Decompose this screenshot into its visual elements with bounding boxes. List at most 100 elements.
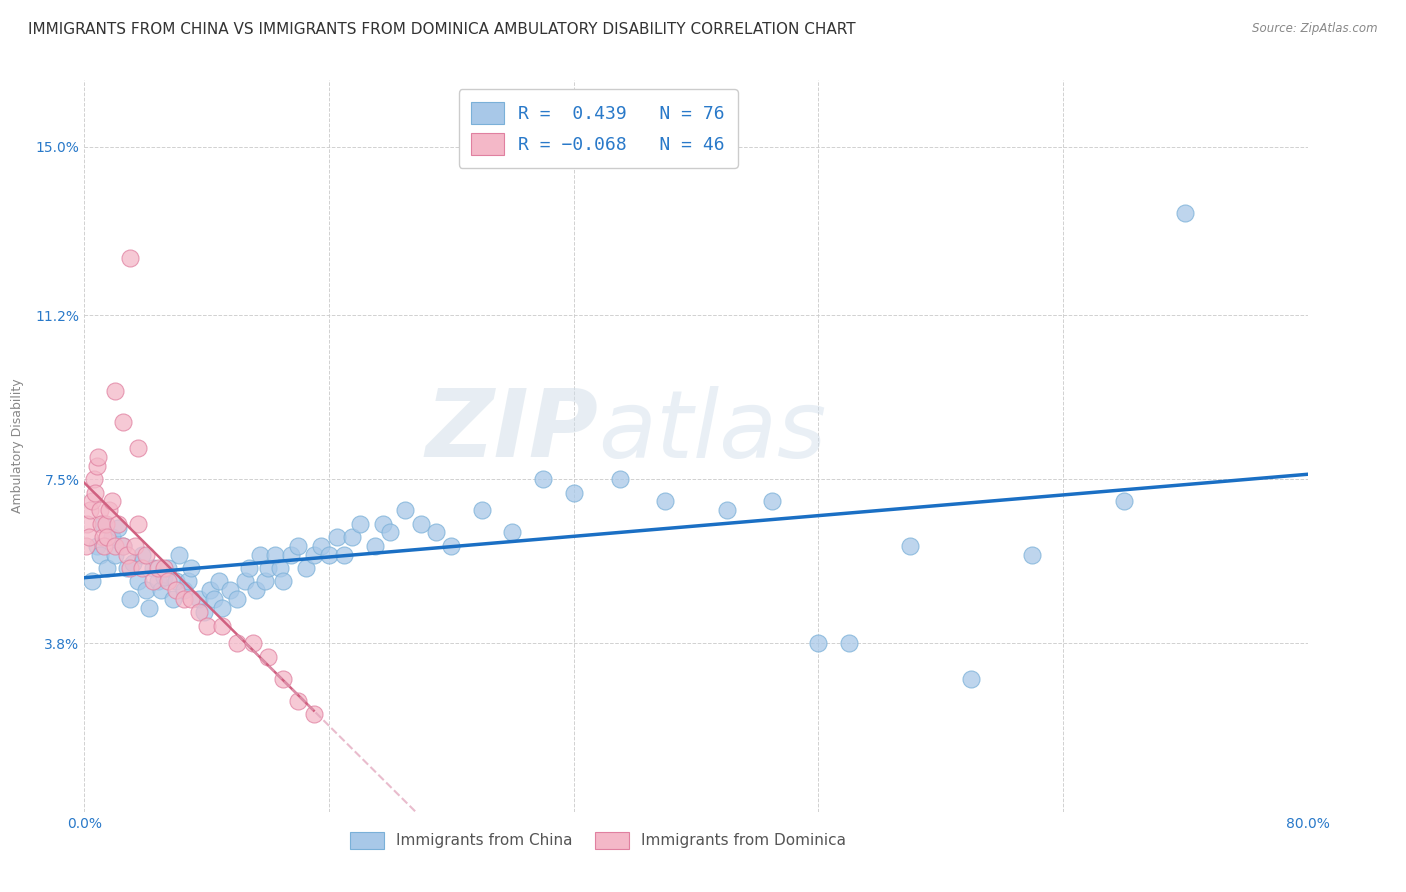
Point — [77, 530, 100, 544]
Point — [198, 583, 221, 598]
Point — [167, 548, 190, 562]
Point — [89, 503, 111, 517]
Y-axis label: Ambulatory Disability: Ambulatory Disability — [11, 379, 24, 513]
Text: ZIP: ZIP — [425, 385, 598, 477]
Point — [127, 516, 149, 531]
Point — [245, 583, 267, 598]
Point — [340, 530, 363, 544]
Point — [180, 591, 202, 606]
Point — [287, 539, 309, 553]
Point — [295, 561, 318, 575]
Point — [84, 485, 107, 500]
Point — [135, 583, 157, 598]
Point — [142, 561, 165, 575]
Point — [269, 561, 291, 575]
Point — [233, 574, 256, 589]
Point — [173, 583, 195, 598]
Point — [471, 503, 494, 517]
Point — [149, 583, 172, 598]
Point — [97, 503, 120, 517]
Point — [146, 561, 169, 575]
Point — [838, 636, 860, 650]
Point — [96, 561, 118, 575]
Point — [1021, 548, 1043, 562]
Point — [302, 548, 325, 562]
Point — [111, 415, 134, 429]
Point — [761, 494, 783, 508]
Point — [211, 618, 233, 632]
Point — [226, 591, 249, 606]
Point — [253, 574, 276, 589]
Point — [162, 591, 184, 606]
Text: atlas: atlas — [598, 386, 827, 477]
Point — [135, 548, 157, 562]
Point — [349, 516, 371, 531]
Point — [83, 472, 105, 486]
Point — [124, 539, 146, 553]
Point — [91, 530, 114, 544]
Point — [122, 557, 145, 571]
Point — [193, 605, 215, 619]
Point — [188, 591, 211, 606]
Point — [142, 574, 165, 589]
Point — [89, 548, 111, 562]
Point — [76, 516, 98, 531]
Point — [271, 574, 294, 589]
Point — [325, 530, 347, 544]
Point — [409, 516, 432, 531]
Point — [271, 672, 294, 686]
Point — [654, 494, 676, 508]
Point — [531, 472, 554, 486]
Point — [146, 574, 169, 589]
Point — [131, 561, 153, 575]
Point — [440, 539, 463, 553]
Legend: Immigrants from China, Immigrants from Dominica: Immigrants from China, Immigrants from D… — [344, 825, 852, 855]
Point — [242, 636, 264, 650]
Point — [238, 561, 260, 575]
Point — [107, 521, 129, 535]
Point — [502, 525, 524, 540]
Point — [86, 458, 108, 473]
Point — [101, 494, 124, 508]
Point — [208, 574, 231, 589]
Point — [287, 694, 309, 708]
Point — [173, 591, 195, 606]
Point — [188, 605, 211, 619]
Point — [311, 539, 333, 553]
Point — [127, 441, 149, 455]
Point — [111, 539, 134, 553]
Point — [104, 384, 127, 398]
Point — [157, 561, 180, 575]
Point — [96, 530, 118, 544]
Point — [90, 516, 112, 531]
Point — [75, 539, 97, 553]
Point — [101, 530, 124, 544]
Point — [394, 503, 416, 517]
Point — [153, 570, 176, 584]
Point — [302, 707, 325, 722]
Point — [264, 548, 287, 562]
Point — [364, 539, 387, 553]
Point — [180, 561, 202, 575]
Point — [380, 525, 402, 540]
Point — [157, 574, 180, 589]
Point — [87, 450, 110, 464]
Point — [609, 472, 631, 486]
Point — [257, 561, 280, 575]
Point — [107, 516, 129, 531]
Point — [562, 485, 585, 500]
Point — [371, 516, 394, 531]
Point — [86, 539, 108, 553]
Point — [79, 503, 101, 517]
Point — [80, 574, 103, 589]
Point — [120, 591, 142, 606]
Point — [898, 539, 921, 553]
Point — [202, 591, 225, 606]
Point — [111, 539, 134, 553]
Point — [333, 548, 356, 562]
Point — [165, 574, 187, 589]
Point — [218, 583, 240, 598]
Point — [280, 548, 302, 562]
Point — [716, 503, 738, 517]
Point — [104, 539, 127, 553]
